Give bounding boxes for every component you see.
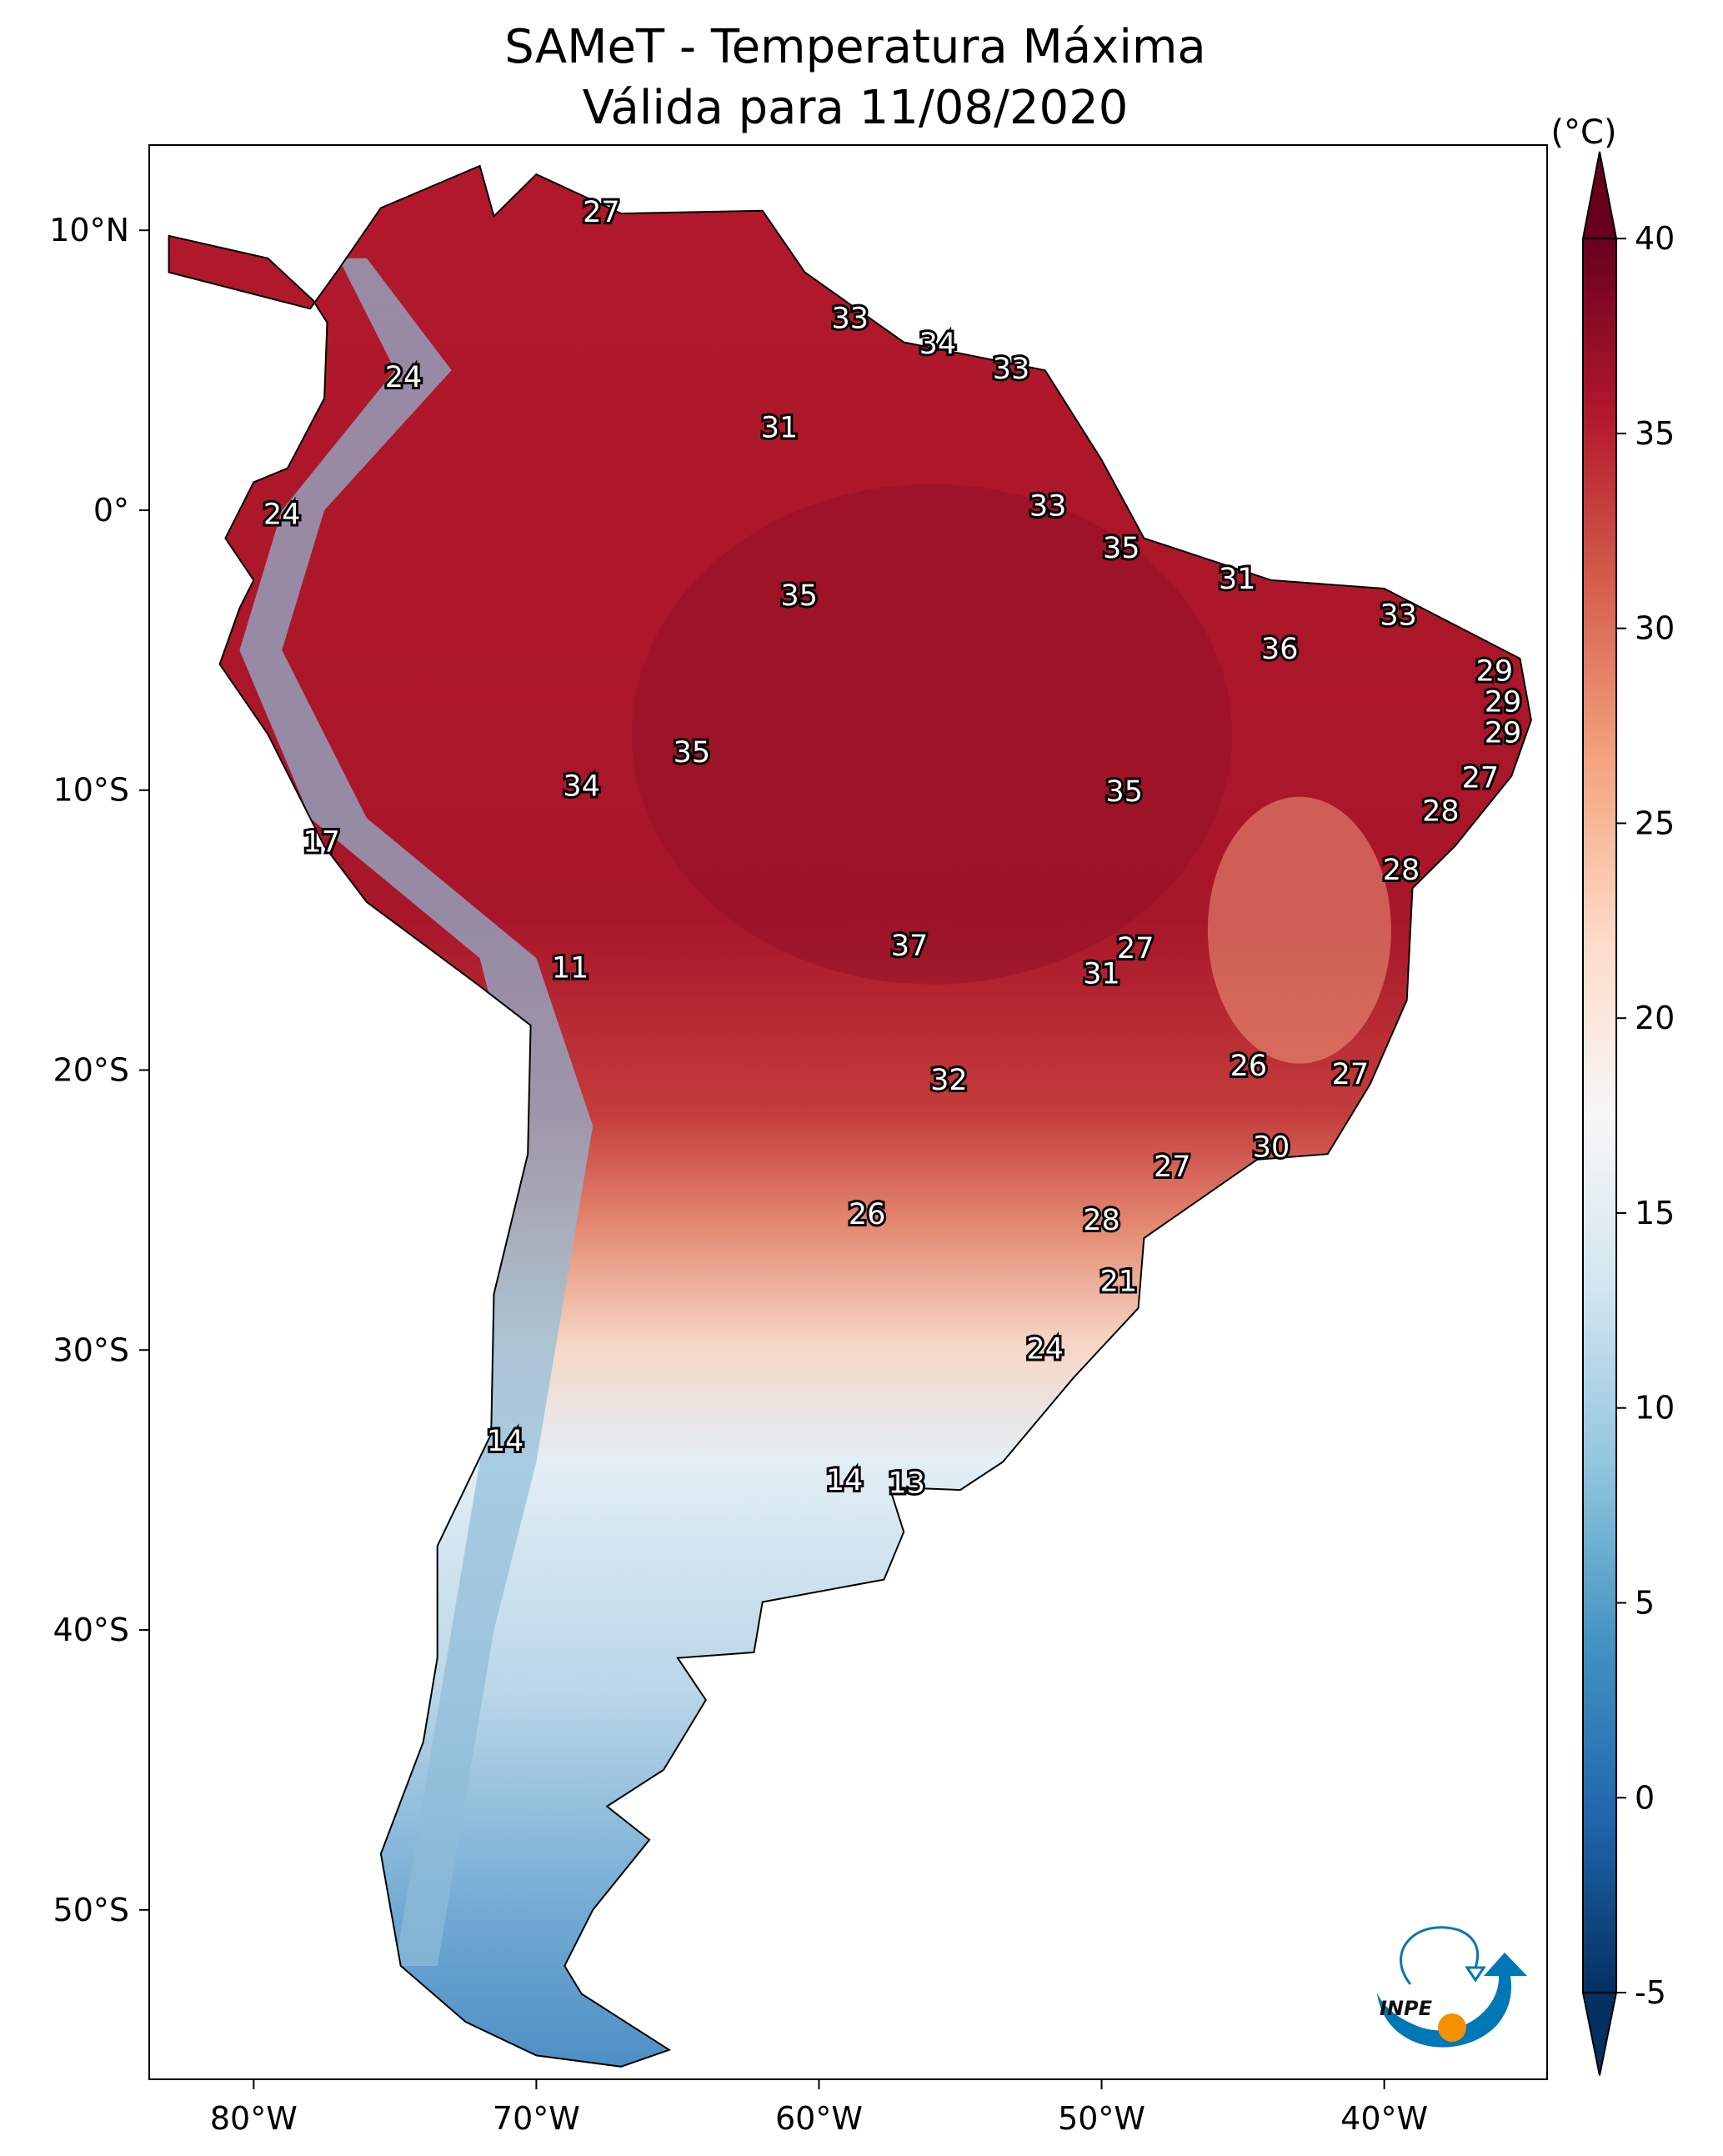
y-tick-label: 0° <box>93 492 129 529</box>
title-line-1: SAMeT - Temperatura Máxima <box>504 20 1206 74</box>
temperature-label: 26 <box>1230 1050 1268 1083</box>
temperature-label: 28 <box>1383 854 1420 887</box>
temperature-label: 27 <box>583 196 620 229</box>
colorbar-tick-label: 0 <box>1635 1779 1655 1816</box>
temperature-label: 35 <box>1103 532 1140 565</box>
temperature-label: 27 <box>1332 1058 1370 1091</box>
temperature-label: 27 <box>1462 761 1500 795</box>
temperature-label: 24 <box>385 361 423 394</box>
temperature-label: 29 <box>1476 655 1514 689</box>
colorbar: (°C) 40 35 30 25 20 15 10 5 0 -5 <box>1550 113 1675 2076</box>
axis-ticks: 80°W 70°W 60°W 50°W 40°W 10°N 0° 10°S 20°S 30°S 40… <box>49 212 1428 2137</box>
x-tick-label: 80°W <box>210 2100 298 2137</box>
logo-arrow-head <box>1465 1966 1486 1983</box>
title: SAMeT - Temperatura Máxima Válida para 1… <box>504 20 1206 135</box>
logo-swoosh <box>1377 1953 1527 2048</box>
title-line-2: Válida para 11/08/2020 <box>583 81 1129 135</box>
y-tick-label: 10°S <box>53 772 129 809</box>
x-tick-label: 50°W <box>1058 2100 1145 2137</box>
temperature-label: 35 <box>674 736 711 770</box>
hot-core <box>632 484 1233 985</box>
colorbar-tick-label: 5 <box>1635 1584 1655 1621</box>
colorbar-max-extension <box>1581 151 1618 240</box>
temperature-label: 27 <box>1154 1151 1191 1184</box>
temperature-label: 31 <box>1219 563 1256 596</box>
logo-text: INPE <box>1380 1997 1433 2020</box>
inpe-logo: INPE <box>1377 1926 1527 2048</box>
temperature-label: 29 <box>1485 717 1522 750</box>
colorbar-tick-label: 30 <box>1635 610 1675 647</box>
temperature-label: 21 <box>1100 1266 1138 1299</box>
x-tick-label: 60°W <box>775 2100 863 2137</box>
y-tick-label: 40°S <box>53 1612 129 1648</box>
y-tick-label: 30°S <box>53 1331 129 1368</box>
temperature-label: 34 <box>919 328 957 361</box>
temperature-label: 37 <box>891 930 929 963</box>
temperature-label: 14 <box>487 1425 524 1458</box>
logo-arrow-curve <box>1400 1926 1479 1985</box>
temperature-label: 24 <box>263 499 301 532</box>
temperature-label: 17 <box>303 826 340 860</box>
temperature-label: 28 <box>1422 795 1460 829</box>
temperature-label: 35 <box>780 579 818 613</box>
temperature-label: 31 <box>1083 957 1120 990</box>
map-frame <box>148 144 1548 2080</box>
temperature-field <box>168 166 1531 2067</box>
x-tick-label: 40°W <box>1340 2100 1428 2137</box>
temperature-label: 31 <box>761 412 799 445</box>
colorbar-tick-label: 35 <box>1635 415 1675 452</box>
temperature-label: 30 <box>1253 1131 1290 1165</box>
colorbar-tick-label: 15 <box>1635 1195 1675 1231</box>
temperature-label: 33 <box>993 353 1030 386</box>
warm-plateau <box>1207 796 1391 1064</box>
temperature-label: 33 <box>1380 599 1417 633</box>
temperature-label: 33 <box>832 303 869 336</box>
temperature-label: 24 <box>1026 1332 1064 1366</box>
temperature-label: 35 <box>1105 775 1143 809</box>
colorbar-tick-label: 10 <box>1635 1390 1675 1426</box>
coastline <box>168 164 1532 2068</box>
x-tick-label: 70°W <box>493 2100 580 2137</box>
colorbar-tick-label: 20 <box>1635 1000 1675 1036</box>
temperature-label: 14 <box>826 1464 864 1497</box>
temperature-label: 32 <box>930 1064 968 1097</box>
temperature-label: 11 <box>552 952 589 985</box>
colorbar-tick-label: 40 <box>1635 220 1675 257</box>
y-tick-label: 50°S <box>53 1892 129 1928</box>
temperature-label: 33 <box>1029 490 1067 524</box>
colorbar-tick-label: -5 <box>1635 1974 1666 2011</box>
y-tick-label: 20°S <box>53 1052 129 1089</box>
temperature-label: 36 <box>1261 633 1299 666</box>
temperature-label: 26 <box>849 1198 886 1231</box>
colorbar-tick-label: 25 <box>1635 805 1675 841</box>
colorbar-min-extension <box>1581 1992 1618 2076</box>
colorbar-unit: (°C) <box>1550 113 1616 152</box>
temperature-label: 29 <box>1485 686 1522 720</box>
temperature-label: 28 <box>1083 1204 1120 1237</box>
logo-sun <box>1438 2013 1466 2042</box>
temperature-label: 27 <box>1117 932 1155 965</box>
y-tick-label: 10°N <box>49 212 129 248</box>
temperature-label: 34 <box>563 770 600 803</box>
colorbar-scale <box>1582 238 1617 1994</box>
andes-cool-band <box>239 258 594 1966</box>
temperature-label: 13 <box>888 1467 925 1500</box>
